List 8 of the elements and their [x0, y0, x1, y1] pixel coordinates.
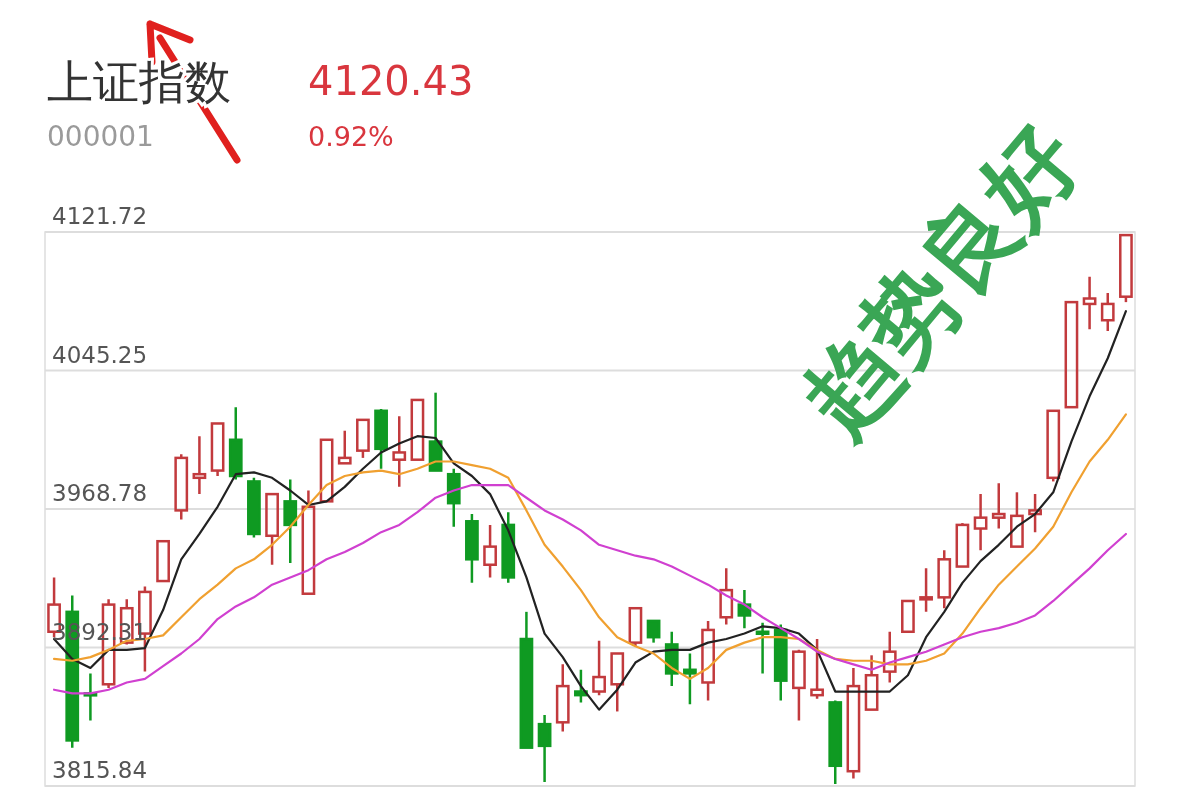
y-tick-label: 3968.78 [52, 480, 148, 506]
chart-subtitle: 000001 [47, 120, 154, 153]
y-tick-label: 4121.72 [52, 203, 148, 229]
text: 4120.43 [308, 58, 474, 104]
annotation: 趋势良好 [780, 104, 1101, 456]
text: 0.92% [308, 121, 394, 152]
y-tick-label: 4045.25 [52, 341, 148, 368]
y-tick-label: 3815.84 [52, 757, 148, 783]
